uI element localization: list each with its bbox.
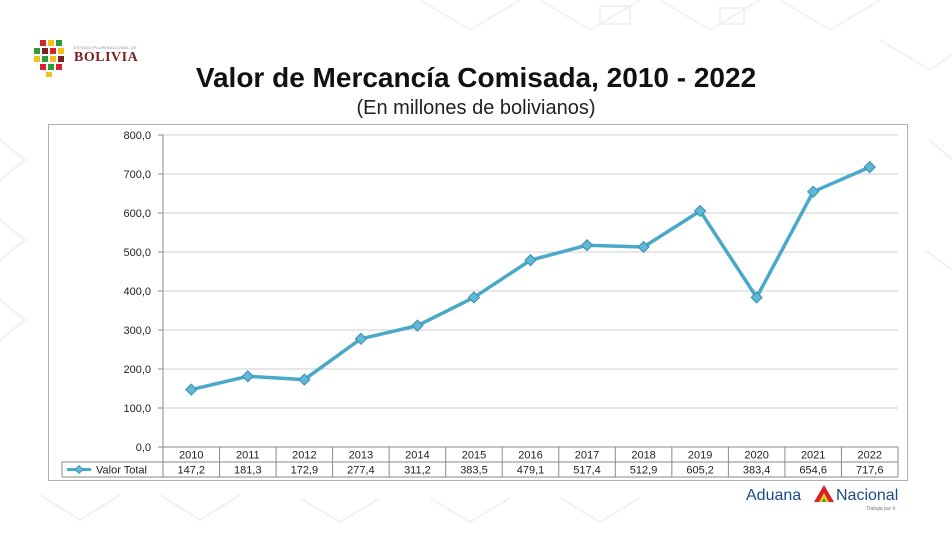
data-point <box>298 373 311 386</box>
data-point <box>467 291 481 304</box>
data-label: 605,2 <box>686 465 714 477</box>
data-label: 654,6 <box>799 465 827 477</box>
data-label: 172,9 <box>291 465 319 477</box>
data-point <box>241 370 255 383</box>
x-tick-label: 2015 <box>462 450 486 462</box>
y-tick-label: 500,0 <box>123 247 151 259</box>
brand-mountain-icon <box>814 485 834 502</box>
x-tick-label: 2014 <box>405 450 429 462</box>
series-line-valor-total <box>190 165 871 392</box>
brand-name-right: Nacional <box>836 487 899 504</box>
data-point <box>806 185 820 198</box>
legend-marker <box>74 464 84 475</box>
logo-text: BOLIVIA <box>74 50 139 65</box>
chart-title: Valor de Mercancía Comisada, 2010 - 2022 <box>195 62 757 93</box>
chart-frame <box>48 124 908 481</box>
data-label: 717,6 <box>856 465 884 477</box>
x-tick-label: 2020 <box>744 450 768 462</box>
data-label: 479,1 <box>517 465 545 477</box>
x-tick-label: 2011 <box>236 450 260 462</box>
data-point <box>863 160 876 174</box>
x-tick-label: 2017 <box>575 450 599 462</box>
data-label: 181,3 <box>234 465 262 477</box>
x-tick-label: 2018 <box>631 450 655 462</box>
x-tick-label: 2019 <box>688 450 712 462</box>
x-tick-label: 2016 <box>518 450 542 462</box>
logo-small-text: ESTADO PLURINACIONAL DE <box>74 45 137 50</box>
data-point <box>637 240 650 254</box>
data-label: 311,2 <box>404 465 431 477</box>
x-tick-label: 2022 <box>857 450 881 462</box>
y-tick-label: 300,0 <box>123 325 151 337</box>
data-label: 147,2 <box>178 465 206 477</box>
aduana-nacional-logo: Aduana Nacional Trabaja por ti <box>746 484 916 524</box>
y-tick-label: 700,0 <box>123 169 151 181</box>
data-label: 512,9 <box>630 465 658 477</box>
data-point <box>750 291 763 304</box>
data-label: 517,4 <box>573 465 601 477</box>
y-tick-label: 600,0 <box>123 208 151 220</box>
data-point <box>580 239 594 252</box>
y-tick-label: 100,0 <box>123 403 151 415</box>
x-tick-label: 2013 <box>349 450 373 462</box>
x-tick-label: 2010 <box>179 450 203 462</box>
data-point <box>185 383 198 396</box>
data-point <box>524 253 537 267</box>
brand-name-left: Aduana <box>746 487 802 504</box>
data-point <box>693 204 707 218</box>
legend-label: Valor Total <box>96 465 147 477</box>
bolivia-logo: ESTADO PLURINACIONAL DE BOLIVIA <box>30 38 150 80</box>
x-tick-label: 2012 <box>292 450 316 462</box>
x-tick-label: 2021 <box>801 450 825 462</box>
bolivia-emblem-icon <box>34 40 64 77</box>
data-label: 383,4 <box>743 465 771 477</box>
data-point <box>411 319 424 332</box>
data-point <box>354 332 368 346</box>
data-label: 277,4 <box>347 465 375 477</box>
y-tick-label: 200,0 <box>123 364 151 376</box>
y-tick-label: 800,0 <box>123 130 151 142</box>
brand-tagline: Trabaja por ti <box>866 506 896 512</box>
data-label: 383,5 <box>460 465 488 477</box>
y-tick-label: 0,0 <box>136 442 151 454</box>
chart-subtitle: (En millones de bolivianos) <box>356 97 596 119</box>
y-tick-label: 400,0 <box>123 286 151 298</box>
